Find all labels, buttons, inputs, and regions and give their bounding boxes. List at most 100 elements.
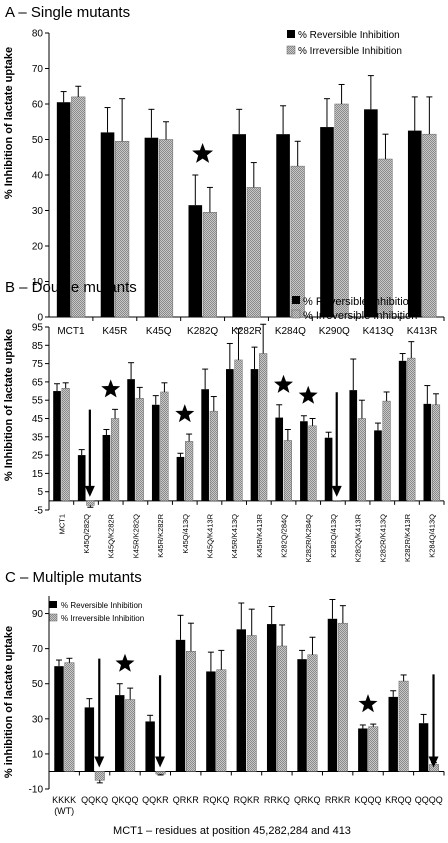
bar-reversible-k282r (232, 134, 246, 317)
bar-reversible-k282q-413q (324, 437, 333, 501)
y-tick-label: 45 (32, 414, 44, 425)
arrow-head-icon (331, 485, 342, 497)
bar-irreversible-k413q (378, 158, 393, 318)
bar-reversible-k282r-k284q (300, 421, 308, 501)
y-tick-label: 70 (32, 644, 44, 655)
x-tick-label-k45q-282q: K45Q/282Q (82, 514, 91, 554)
x-tick-label-qqkr: QQKR (142, 795, 169, 805)
bar-reversible-k282q-k413r (349, 390, 358, 501)
legend-swatch-reversible (49, 601, 57, 608)
star-icon (192, 143, 214, 163)
y-tick-label: -5 (34, 506, 43, 517)
bar-reversible-k45q-k413r (201, 389, 209, 501)
y-tick-label: 65 (32, 377, 44, 388)
arrow-head-icon (155, 756, 166, 768)
bar-irreversible-k282r-k413q (382, 400, 391, 502)
star-icon (175, 404, 195, 423)
bar-irreversible-rrkr (337, 622, 348, 772)
bar-irreversible-rqkr (246, 635, 257, 772)
bar-reversible-k45q-k282r (102, 434, 111, 501)
bar-reversible-k45r-k282q (127, 379, 135, 501)
star-icon (274, 374, 293, 393)
bar-irreversible-k284q-413q (431, 404, 441, 502)
arrow-head-icon (428, 756, 439, 768)
x-tick-label-kqqq: KQQQ (355, 795, 382, 805)
panel-b-title: B – Double mutants (5, 279, 137, 296)
bar-reversible-k282r-k413r (398, 360, 407, 501)
panel-c-title: C – Multiple mutants (5, 569, 142, 586)
bar-reversible-k413r (407, 130, 422, 317)
bar-reversible-k45r-k413r (250, 369, 259, 501)
x-tick-label-k284q-413q: K284Q/413Q (428, 514, 437, 558)
panel-c: C – Multiple mutants % inhibition of lac… (3, 569, 445, 837)
bar-reversible-qrkr (175, 639, 186, 772)
y-tick-label: 0 (37, 313, 43, 324)
y-tick-label: 50 (32, 679, 44, 690)
x-tick-label-k45q: K45Q (146, 326, 172, 337)
star-icon (298, 385, 318, 404)
bar-reversible-mct1 (53, 391, 61, 501)
legend-swatch-irreversible (291, 309, 301, 319)
y-tick-label: 70 (32, 64, 44, 75)
x-tick-label-mct1: MCT1 (57, 514, 66, 534)
panel-a-ylabel: % Inhibition of lactate uptake (3, 47, 15, 199)
panel-b-legend: % Reversible Inhibition % Irreversible I… (291, 296, 417, 322)
bar-reversible-qrkq (297, 659, 307, 772)
x-tick-label-k282q-284q: K282Q/284Q (280, 514, 289, 558)
legend-swatch-reversible (292, 296, 300, 304)
bar-reversible-k45q-282q (77, 455, 86, 501)
panel-a-title: A – Single mutants (5, 4, 130, 21)
y-tick-label: 35 (32, 432, 44, 443)
legend-swatch-irreversible (48, 613, 58, 622)
bar-irreversible-kqqq (368, 726, 379, 772)
legend-label-reversible: % Reversible Inhibition (298, 30, 400, 41)
legend-swatch-reversible (287, 30, 295, 38)
bar-irreversible-k45q-413q (185, 441, 194, 502)
y-tick-label: 30 (32, 714, 44, 725)
y-tick-label: -10 (29, 785, 44, 796)
x-tick-label-k282q: K282Q (187, 326, 218, 337)
x-tick-label-qrkq: QRKQ (294, 795, 321, 805)
bar-irreversible-kkkk-wt (64, 662, 75, 772)
bar-irreversible-k284q (290, 165, 305, 318)
bar-irreversible-k45r-k413r (259, 353, 268, 502)
panel-a: A – Single mutants % Inhibition of lacta… (3, 4, 445, 337)
x-tick-label-kkkk-wt: KKKK (52, 795, 76, 805)
x-tick-label-krqq: KRQQ (385, 795, 412, 805)
x-tick-label-k284q: K284Q (275, 326, 306, 337)
legend-label-reversible: % Reversible Inhibition (303, 296, 415, 308)
bar-irreversible-k282q-413q (333, 500, 342, 502)
x-tick-label-qkqq: QKQQ (111, 795, 138, 805)
bar-reversible-k45r-k282r (151, 404, 160, 501)
bar-reversible-rqkq (206, 671, 216, 772)
x-tick-label-k290q: K290Q (319, 326, 350, 337)
x-tick-label-mct1: MCT1 (57, 326, 85, 337)
bar-reversible-k413q (364, 109, 378, 317)
y-tick-label: 60 (32, 100, 44, 111)
bar-reversible-rrkq (266, 624, 277, 772)
y-tick-label: 10 (32, 277, 44, 288)
star-icon (115, 653, 135, 672)
bar-irreversible-k45q-k413r (209, 410, 218, 502)
x-tick-label-rqkq: RQKQ (203, 795, 230, 805)
y-tick-label: 80 (32, 29, 44, 40)
bar-irreversible-qqkq (94, 771, 105, 781)
y-tick-label: 20 (32, 242, 44, 253)
panel-b-plot: -5 5 15 25 35 45 55 65 75 85 95 MCT1 K45Q/282Q K45Q/K… (32, 323, 445, 563)
bar-reversible-k282r-k413q (374, 430, 382, 501)
y-tick-label: 40 (32, 171, 44, 182)
bar-reversible-qqkr (145, 721, 155, 772)
y-tick-label: 5 (37, 487, 43, 498)
x-tick-label-k282r-k413q: K282R/K413Q (378, 514, 387, 563)
y-tick-label: 95 (32, 323, 44, 334)
x-tick-label-k45r-k282q: K45R/K282Q (131, 514, 140, 558)
bar-irreversible-k290q (334, 103, 349, 318)
bar-reversible-k45q (144, 137, 159, 317)
y-tick-label: 15 (32, 469, 44, 480)
x-tick-label-k45r-k282r: K45R/K282R (156, 513, 165, 557)
arrow-head-icon (94, 756, 105, 768)
bar-reversible-kqqq (358, 728, 368, 772)
bar-reversible-k284q (276, 134, 290, 317)
bar-irreversible-k45r-k413q (234, 359, 243, 502)
